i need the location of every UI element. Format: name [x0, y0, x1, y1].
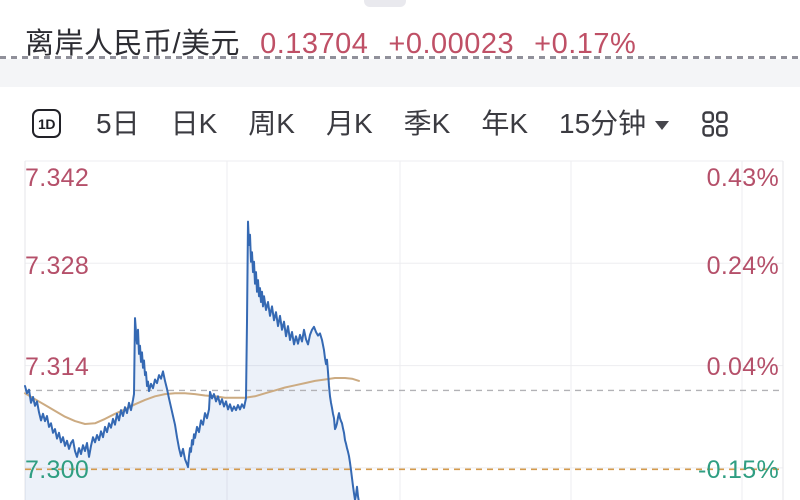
price-change-value: +0.00023 [388, 28, 515, 60]
tab-quarterly-k[interactable]: 季K [403, 107, 451, 139]
chevron-down-icon [655, 121, 670, 130]
ma-line [24, 377, 360, 425]
interval-dropdown-label: 15分钟 [559, 107, 647, 139]
one-day-icon: 1D [32, 109, 61, 138]
price-line [24, 220, 360, 500]
layout-grid-icon [702, 110, 728, 137]
interval-dropdown[interactable]: 15分钟 [559, 107, 670, 139]
tab-monthly-k[interactable]: 月K [325, 107, 373, 139]
tab-weekly-k[interactable]: 周K [248, 107, 295, 139]
tab-yearly-k[interactable]: 年K [481, 107, 529, 139]
period-toolbar: 1D 5日 日K 周K 月K 季K 年K 15分钟 [0, 87, 800, 160]
chart-layout-button[interactable] [700, 109, 730, 139]
instrument-title: 离岸人民币/美元 [25, 28, 241, 60]
quote-header: 离岸人民币/美元 0.13704 +0.00023 +0.17% [25, 20, 780, 62]
last-price-value: 0.13704 [260, 28, 369, 60]
section-gap [0, 59, 800, 87]
section-divider [0, 56, 800, 59]
price-change-percent: +0.17% [534, 28, 637, 60]
tab-daily-k[interactable]: 日K [170, 107, 218, 139]
tab-5d[interactable]: 5日 [96, 107, 140, 139]
tab-1d[interactable]: 1D [28, 105, 65, 142]
sheet-drag-handle [364, 0, 406, 7]
price-area-fill [25, 221, 359, 500]
